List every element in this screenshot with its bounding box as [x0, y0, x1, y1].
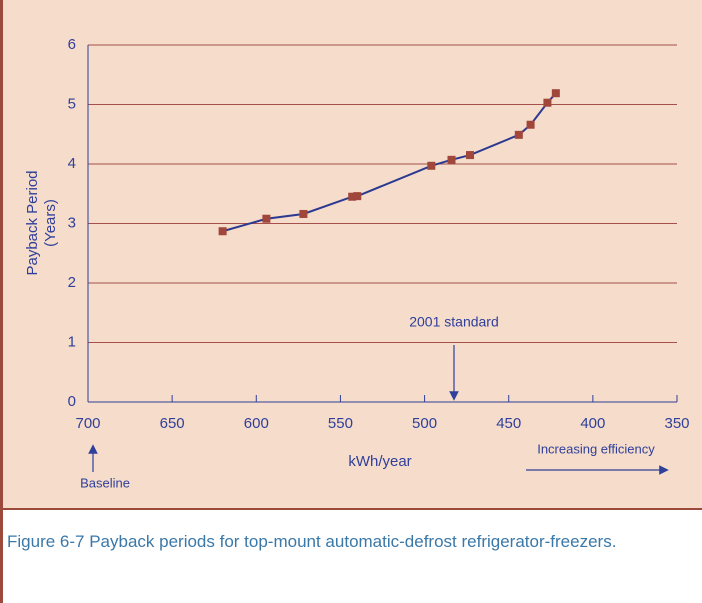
- x-tick-label: 550: [328, 415, 353, 432]
- x-tick-label: 400: [580, 415, 605, 432]
- data-point: [551, 89, 560, 98]
- y-axis-label: (Years): [42, 199, 59, 247]
- x-tick-label: 650: [160, 415, 185, 432]
- y-axis-label: Payback Period: [24, 170, 41, 275]
- y-tick-label: 0: [68, 393, 76, 410]
- x-tick-label: 500: [412, 415, 437, 432]
- y-tick-label: 1: [68, 333, 76, 350]
- annotation: 2001 standard: [409, 314, 499, 330]
- data-point: [447, 155, 456, 164]
- y-tick-label: 6: [68, 36, 76, 53]
- data-point: [218, 227, 227, 236]
- x-tick-label: 700: [75, 415, 100, 432]
- annotation: Increasing efficiency: [537, 441, 655, 456]
- chart: 2001 standard Baseline Increasing effici…: [24, 36, 690, 490]
- x-axis-label: kWh/year: [348, 453, 411, 470]
- data-point: [543, 98, 552, 107]
- annotation: Baseline: [80, 475, 130, 490]
- data-point: [526, 120, 535, 129]
- data-point: [348, 192, 357, 201]
- data-point: [299, 209, 308, 218]
- data-point: [262, 214, 271, 223]
- data-point: [353, 192, 362, 201]
- data-point: [514, 130, 523, 139]
- data-point: [427, 161, 436, 170]
- y-tick-label: 3: [68, 214, 76, 231]
- y-tick-label: 2: [68, 274, 76, 291]
- x-tick-label: 600: [244, 415, 269, 432]
- y-tick-label: 4: [68, 155, 76, 172]
- y-tick-label: 5: [68, 95, 76, 112]
- x-tick-label: 450: [496, 415, 521, 432]
- data-point: [466, 151, 475, 160]
- caption: Figure 6-7 Payback periods for top-mount…: [0, 510, 702, 603]
- x-tick-label: 350: [664, 415, 689, 432]
- series-line: [222, 92, 557, 233]
- chart-panel: [0, 0, 702, 510]
